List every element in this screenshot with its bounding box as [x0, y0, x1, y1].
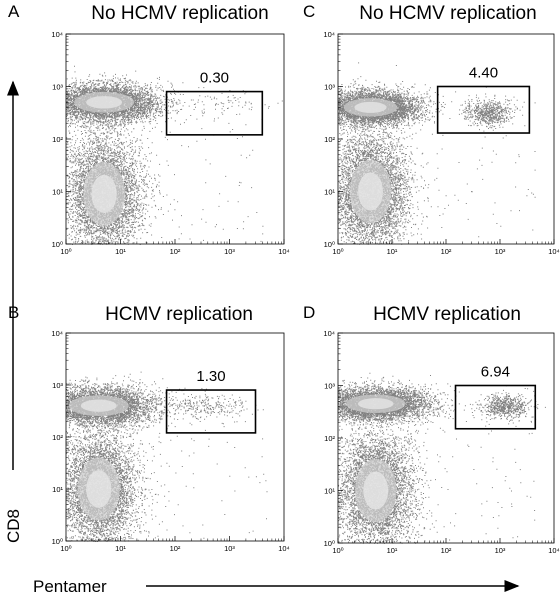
x-tick-label: 10¹ — [387, 247, 398, 256]
y-axis-title: CD8 — [4, 509, 23, 543]
y-tick-label: 10⁰ — [324, 240, 335, 249]
population-core-inner — [86, 470, 112, 508]
x-tick-label: 10³ — [224, 544, 235, 553]
y-tick-label: 10⁴ — [51, 30, 63, 39]
x-tick-label: 10⁰ — [60, 247, 71, 256]
population-core-inner — [91, 174, 117, 213]
y-tick-label: 10² — [324, 434, 335, 443]
x-tick-label: 10⁴ — [548, 546, 560, 555]
population-core-inner — [357, 398, 394, 410]
x-tick-label: 10¹ — [115, 247, 126, 256]
x-tick-label: 10² — [441, 546, 452, 555]
gate-percentage: 4.40 — [469, 65, 498, 82]
gate-percentage: 1.30 — [196, 368, 225, 385]
y-tick-label: 10² — [324, 135, 335, 144]
y-tick-label: 10³ — [324, 382, 335, 391]
x-tick-label: 10⁴ — [548, 247, 560, 256]
y-tick-label: 10³ — [52, 83, 63, 92]
y-tick-label: 10⁴ — [51, 329, 63, 338]
y-tick-label: 10² — [52, 135, 63, 144]
x-tick-label: 10² — [441, 247, 452, 256]
x-tick-label: 10⁴ — [278, 544, 290, 553]
x-tick-label: 10⁰ — [60, 544, 71, 553]
panel-letter: C — [303, 2, 315, 21]
gate-box — [454, 384, 537, 430]
panel-title: No HCMV replication — [359, 3, 536, 24]
panels: A No HCMV replication10⁰10⁰10¹10¹10²10²10… — [8, 2, 560, 555]
y-tick-label: 10⁰ — [324, 539, 335, 548]
population-core-inner — [80, 399, 117, 412]
gate-box — [436, 85, 531, 134]
y-tick-label: 10⁰ — [52, 537, 63, 546]
y-tick-label: 10⁰ — [52, 240, 63, 249]
y-tick-label: 10² — [52, 433, 63, 442]
y-tick-label: 10¹ — [52, 485, 63, 494]
x-tick-label: 10³ — [224, 247, 235, 256]
x-tick-label: 10¹ — [115, 544, 126, 553]
x-tick-label: 10³ — [495, 247, 506, 256]
panel-letter: A — [8, 2, 20, 21]
panel-title: No HCMV replication — [91, 3, 268, 24]
x-tick-label: 10³ — [495, 546, 506, 555]
gate-percentage: 6.94 — [481, 364, 510, 381]
panel-title: HCMV replication — [105, 304, 253, 325]
panel-title: HCMV replication — [373, 304, 521, 325]
y-tick-label: 10³ — [52, 381, 63, 390]
population-core-inner — [86, 96, 123, 109]
x-tick-label: 10⁰ — [332, 546, 343, 555]
x-tick-label: 10¹ — [387, 546, 398, 555]
panel-letter: D — [303, 303, 315, 322]
gate-box — [165, 389, 257, 434]
population-core-inner — [358, 172, 383, 211]
x-axis-title: Pentamer — [33, 577, 107, 596]
gate-box — [165, 90, 264, 136]
y-tick-label: 10⁴ — [323, 329, 335, 338]
panel-b: BHCMV replication10⁰10⁰10¹10¹10²10²10³10… — [8, 303, 290, 553]
x-tick-label: 10⁴ — [278, 247, 290, 256]
x-tick-label: 10⁰ — [332, 247, 343, 256]
y-tick-label: 10⁴ — [323, 30, 335, 39]
x-tick-label: 10² — [170, 247, 181, 256]
gate-percentage: 0.30 — [200, 70, 229, 87]
population-core-inner — [363, 471, 389, 510]
y-tick-label: 10¹ — [324, 487, 335, 496]
x-tick-label: 10² — [170, 544, 181, 553]
population-core-inner — [354, 101, 387, 113]
y-tick-label: 10³ — [324, 83, 335, 92]
y-tick-label: 10¹ — [324, 188, 335, 197]
y-tick-label: 10¹ — [52, 188, 63, 197]
